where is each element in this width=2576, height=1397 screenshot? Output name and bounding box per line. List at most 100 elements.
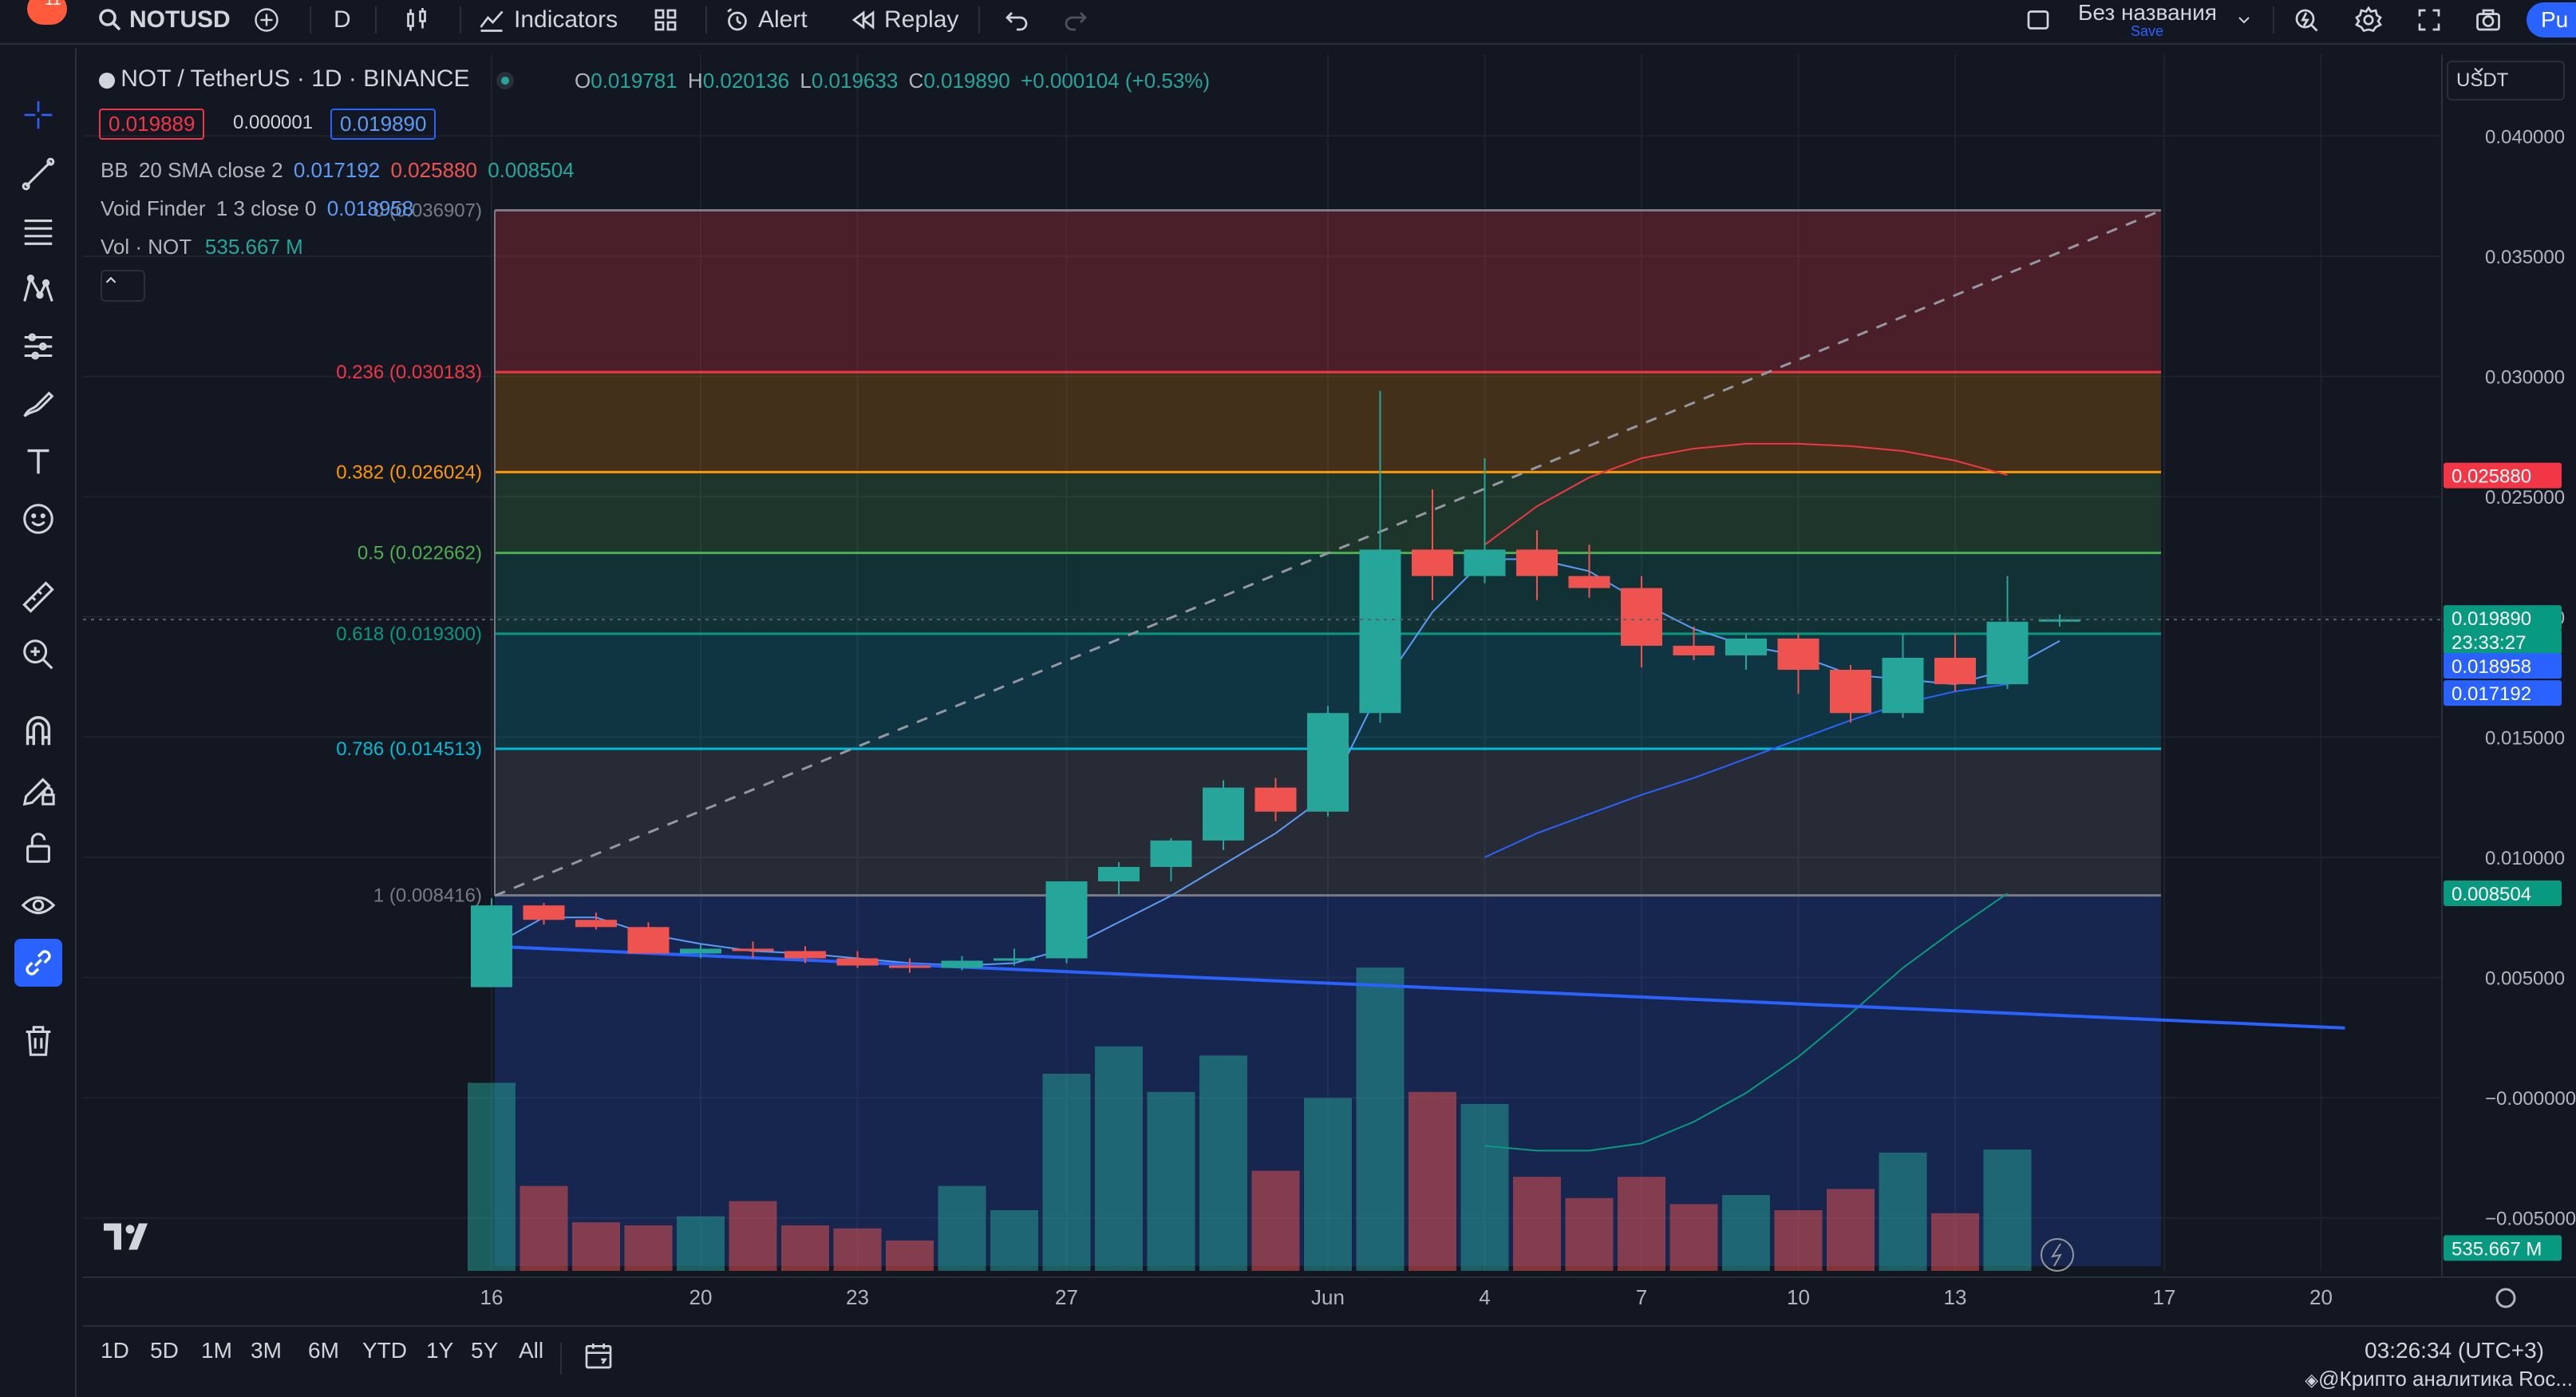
timeframe-ytd[interactable]: YTD [362, 1338, 407, 1363]
candle-body[interactable] [1830, 670, 1871, 714]
candle-body[interactable] [1412, 549, 1453, 576]
trendline-icon [22, 157, 55, 191]
fib-level-label: 0.786 (0.014513) [336, 738, 482, 760]
candle-body[interactable] [1045, 881, 1088, 959]
clock[interactable]: 03:26:34 (UTC+3) [2365, 1338, 2544, 1363]
bb-legend[interactable]: BB 20 SMA close 2 0.017192 0.025880 0.00… [101, 158, 575, 183]
pattern-tool[interactable] [14, 265, 62, 313]
void-finder-legend[interactable]: Void Finder 1 3 close 0 0.018958 [101, 196, 413, 221]
timeframe-all[interactable]: All [519, 1338, 544, 1363]
volume-bar [1774, 1210, 1823, 1271]
fib-tool[interactable] [14, 208, 62, 255]
candle-body[interactable] [627, 927, 670, 954]
zoom-tool[interactable] [14, 631, 62, 679]
timeframe-1d[interactable]: 1D [101, 1338, 129, 1363]
currency-selector[interactable]: USDT [2447, 61, 2565, 101]
candle-body[interactable] [575, 920, 617, 928]
hide-all-tool[interactable] [14, 881, 62, 929]
layout-checkbox[interactable] [2024, 0, 2053, 40]
snapshot-button[interactable] [2474, 0, 2503, 40]
symbol-legend[interactable]: NOT / TetherUS · 1D · BINANCE [99, 65, 514, 93]
timeframe-3m[interactable]: 3M [251, 1338, 282, 1363]
sell-button[interactable]: 0.019889 [99, 109, 205, 140]
volume-legend[interactable]: Vol · NOT 535.667 M [101, 235, 303, 259]
crosshair-tool[interactable] [14, 91, 62, 139]
magnet-tool[interactable] [14, 707, 62, 755]
price-axis-tick: 0.030000 [2485, 367, 2565, 389]
alert-button[interactable]: Alert [723, 0, 808, 40]
events-lightning-icon[interactable] [2041, 1238, 2074, 1272]
candle-body[interactable] [1777, 638, 1819, 671]
layout-name-button[interactable]: Без названия Save [2078, 0, 2217, 40]
candle-body[interactable] [1307, 713, 1349, 812]
candle-body[interactable] [1673, 645, 1715, 655]
candle-body[interactable] [994, 958, 1035, 961]
chart-pane[interactable]: 0 (0.036907) 0.236 (0.030183) 0.382 (0.026… [83, 54, 2576, 1316]
candle-body[interactable] [1150, 840, 1192, 868]
candle-body[interactable] [1621, 588, 1662, 646]
measure-tool[interactable] [14, 573, 62, 621]
candle-body[interactable] [784, 951, 826, 959]
trendline[interactable] [491, 944, 2345, 1030]
undo-button[interactable] [1002, 0, 1031, 40]
timeframe-1y[interactable]: 1Y [426, 1338, 454, 1363]
trendline-tool[interactable] [14, 150, 62, 198]
timeframe-5d[interactable]: 5D [150, 1338, 179, 1363]
volume-bar [572, 1222, 620, 1271]
candle-body[interactable] [732, 948, 774, 952]
buy-button[interactable]: 0.019890 [330, 109, 437, 140]
candle-body[interactable] [1464, 549, 1506, 576]
ohlc-values: O0.019781 H0.020136 L0.019633 C0.019890 … [575, 69, 1210, 93]
emoji-tool[interactable] [14, 495, 62, 543]
publish-button[interactable]: Pu [2527, 0, 2576, 40]
replay-button[interactable]: Replay [849, 0, 958, 40]
timeframe-6m[interactable]: 6M [308, 1338, 339, 1363]
collapse-legend-button[interactable] [101, 270, 145, 302]
axis-settings-icon[interactable] [2495, 1288, 2516, 1308]
candle-body[interactable] [1725, 638, 1767, 655]
timeframe-5y[interactable]: 5Y [471, 1338, 499, 1363]
compare-button[interactable] [252, 0, 281, 40]
remove-drawings-tool[interactable] [14, 1017, 62, 1065]
fullscreen-button[interactable] [2415, 0, 2444, 40]
candle-body[interactable] [2039, 619, 2080, 622]
candle-body[interactable] [680, 948, 721, 954]
candle-body[interactable] [941, 960, 983, 968]
layout-dropdown-chevron[interactable] [2234, 0, 2254, 40]
interval-button[interactable]: D [334, 0, 351, 40]
chart-type-button[interactable] [402, 0, 431, 40]
candle-body[interactable] [1516, 549, 1558, 576]
fib-trend-line[interactable] [494, 209, 2162, 897]
candle-body[interactable] [1359, 549, 1401, 714]
candle-body[interactable] [523, 905, 565, 920]
candle-body[interactable] [1203, 787, 1244, 841]
candle-body[interactable] [1098, 867, 1140, 882]
candle-body[interactable] [1882, 657, 1924, 714]
forecasting-icon [24, 333, 53, 360]
timeframe-1m[interactable]: 1M [201, 1338, 232, 1363]
settings-button[interactable] [2354, 0, 2383, 40]
lock-all-tool[interactable] [14, 824, 62, 872]
candle-body[interactable] [1986, 621, 2029, 685]
candle-body[interactable] [1254, 787, 1297, 812]
forecast-tool[interactable] [14, 323, 62, 370]
sync-drawings-tool[interactable] [14, 939, 62, 987]
symbol-search[interactable]: NOTUSD [96, 0, 231, 40]
lock-drawing-mode[interactable] [14, 766, 62, 814]
quick-search-button[interactable] [2292, 0, 2321, 40]
candle-body[interactable] [1934, 657, 1976, 685]
candle-body[interactable] [471, 905, 512, 987]
goto-date-button[interactable] [583, 1340, 614, 1375]
user-avatar[interactable]: 11 [27, 0, 67, 40]
indicators-button[interactable]: Indicators [477, 0, 618, 40]
price-chart[interactable]: 0 (0.036907) 0.236 (0.030183) 0.382 (0.026… [83, 54, 2576, 1316]
brush-tool[interactable] [14, 380, 62, 428]
candle-body[interactable] [836, 958, 879, 966]
candle-body[interactable] [889, 965, 930, 968]
smiley-icon [23, 504, 53, 534]
text-tool[interactable] [14, 437, 62, 485]
templates-button[interactable] [651, 0, 680, 40]
candle-body[interactable] [1568, 576, 1610, 588]
volume-bar [1618, 1177, 1665, 1271]
redo-button[interactable] [1061, 0, 1090, 40]
